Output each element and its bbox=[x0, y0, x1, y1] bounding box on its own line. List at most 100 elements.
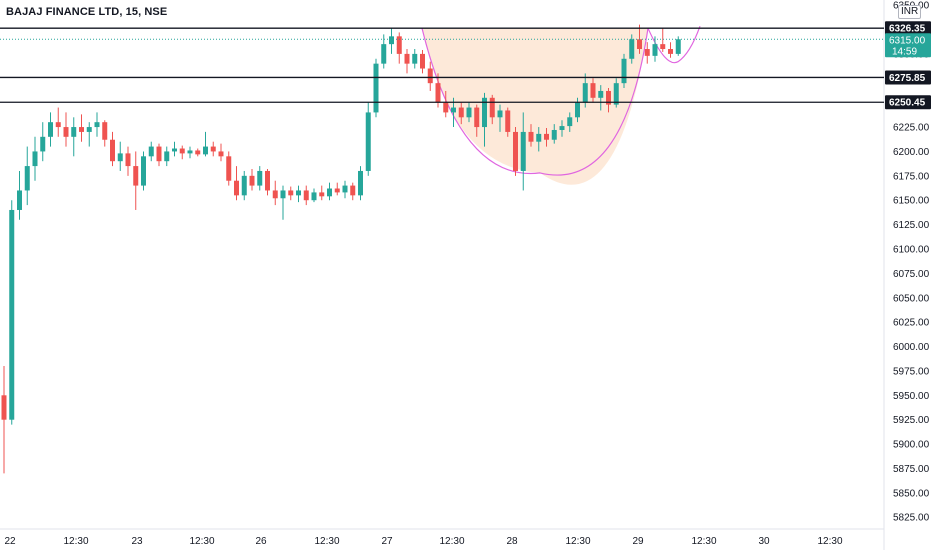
candle bbox=[443, 90, 449, 118]
candle bbox=[210, 141, 216, 157]
candle bbox=[334, 182, 340, 196]
candle bbox=[606, 88, 611, 113]
candle-body bbox=[311, 192, 317, 201]
candle-body bbox=[373, 63, 379, 113]
y-tick-label: 6025.00 bbox=[893, 318, 930, 329]
candle bbox=[389, 28, 394, 54]
symbol-title[interactable]: BAJAJ FINANCE LTD, 15, NSE bbox=[6, 6, 168, 18]
candle bbox=[629, 34, 635, 64]
last-price-value: 6315.00 bbox=[889, 35, 926, 46]
candle-body bbox=[265, 170, 270, 191]
candle-body bbox=[629, 39, 635, 59]
candle-body bbox=[365, 112, 371, 171]
candle bbox=[187, 146, 193, 159]
candle-body bbox=[133, 166, 139, 186]
candle-body bbox=[40, 136, 46, 152]
candle bbox=[660, 28, 666, 52]
level-price-tag bbox=[885, 95, 931, 110]
y-tick-label: 6225.00 bbox=[893, 123, 930, 134]
candle-body bbox=[32, 151, 38, 167]
candle-body bbox=[381, 44, 387, 64]
candle bbox=[24, 146, 30, 206]
handle-curve bbox=[647, 25, 701, 64]
candle bbox=[94, 112, 100, 137]
candle bbox=[474, 104, 480, 137]
candle-body bbox=[1, 395, 7, 420]
candle bbox=[536, 127, 542, 152]
candle-body bbox=[141, 156, 146, 186]
candle bbox=[288, 186, 294, 201]
countdown-timer: 14:59 bbox=[892, 46, 917, 57]
candle-body bbox=[497, 110, 503, 118]
candle bbox=[311, 188, 317, 203]
candle bbox=[17, 170, 22, 220]
x-tick-label: 22 bbox=[4, 536, 16, 547]
candle-body bbox=[590, 83, 596, 98]
candle-body bbox=[505, 110, 511, 132]
candle bbox=[241, 170, 247, 201]
candle bbox=[117, 141, 123, 171]
candle-body bbox=[644, 49, 650, 56]
candle bbox=[551, 124, 557, 144]
candle-body bbox=[303, 190, 309, 201]
candle bbox=[342, 180, 348, 199]
candle-body bbox=[55, 122, 61, 128]
candle bbox=[71, 117, 77, 157]
level-price-label: 6326.35 bbox=[889, 24, 926, 35]
candle bbox=[55, 107, 61, 137]
y-tick-label: 5875.00 bbox=[893, 464, 930, 475]
candle bbox=[63, 112, 69, 147]
candle-body bbox=[110, 139, 115, 162]
x-tick-label: 12:30 bbox=[817, 536, 842, 547]
candle bbox=[272, 180, 278, 206]
candle-body bbox=[288, 190, 294, 196]
candle-body bbox=[551, 129, 557, 140]
level-price-tag bbox=[885, 21, 931, 36]
candle-body bbox=[342, 185, 348, 193]
cup-curve bbox=[421, 28, 649, 176]
candle-body bbox=[179, 148, 185, 154]
candle-body bbox=[435, 83, 441, 103]
candle bbox=[373, 58, 379, 118]
candle bbox=[381, 34, 387, 69]
currency-badge[interactable]: INR bbox=[898, 5, 922, 19]
candle bbox=[598, 85, 604, 111]
candle bbox=[528, 124, 534, 147]
candle bbox=[110, 131, 115, 167]
x-tick-label: 12:30 bbox=[189, 536, 214, 547]
candle bbox=[280, 185, 286, 220]
candle-body bbox=[48, 122, 53, 137]
candle-body bbox=[334, 188, 340, 193]
candle-body bbox=[489, 97, 495, 118]
level-price-label: 6250.45 bbox=[889, 98, 926, 109]
candle bbox=[404, 49, 410, 74]
candle bbox=[489, 94, 495, 125]
candle bbox=[513, 127, 518, 176]
x-tick-label: 28 bbox=[506, 536, 518, 547]
y-tick-label: 5950.00 bbox=[893, 391, 930, 402]
candle-body bbox=[187, 150, 193, 154]
candle-body bbox=[195, 150, 201, 155]
candle-body bbox=[172, 148, 177, 152]
candle bbox=[48, 112, 53, 147]
candle bbox=[203, 131, 208, 157]
candle-body bbox=[226, 156, 232, 181]
y-tick-label: 6150.00 bbox=[893, 196, 930, 207]
y-tick-label: 6125.00 bbox=[893, 220, 930, 231]
candle-body bbox=[528, 131, 534, 142]
x-axis-ticks: 22 12:30 23 12:30 26 12:30 27 12:30 28 12:30 29 12:… bbox=[4, 536, 843, 547]
candle-body bbox=[520, 131, 526, 171]
x-tick-label: 29 bbox=[632, 536, 644, 547]
y-tick-label: 5900.00 bbox=[893, 440, 930, 451]
candle bbox=[179, 145, 185, 160]
candle bbox=[358, 166, 363, 201]
candle-body bbox=[598, 90, 604, 98]
candle-body bbox=[606, 90, 611, 105]
y-tick-label: 6175.00 bbox=[893, 171, 930, 182]
candle bbox=[621, 53, 627, 89]
candle bbox=[296, 185, 301, 203]
candle-body bbox=[117, 153, 123, 162]
candle-body bbox=[24, 166, 30, 191]
